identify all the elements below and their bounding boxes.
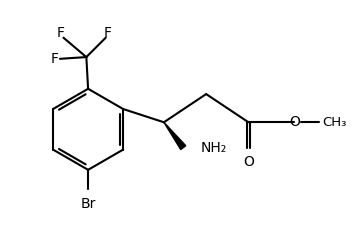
Text: F: F: [50, 52, 59, 66]
Text: Br: Br: [80, 197, 96, 211]
Text: O: O: [289, 115, 300, 129]
Text: O: O: [243, 155, 254, 169]
Text: CH₃: CH₃: [322, 116, 346, 129]
Polygon shape: [164, 122, 186, 150]
Text: NH₂: NH₂: [201, 141, 227, 155]
Text: F: F: [103, 27, 112, 40]
Text: F: F: [56, 27, 65, 40]
